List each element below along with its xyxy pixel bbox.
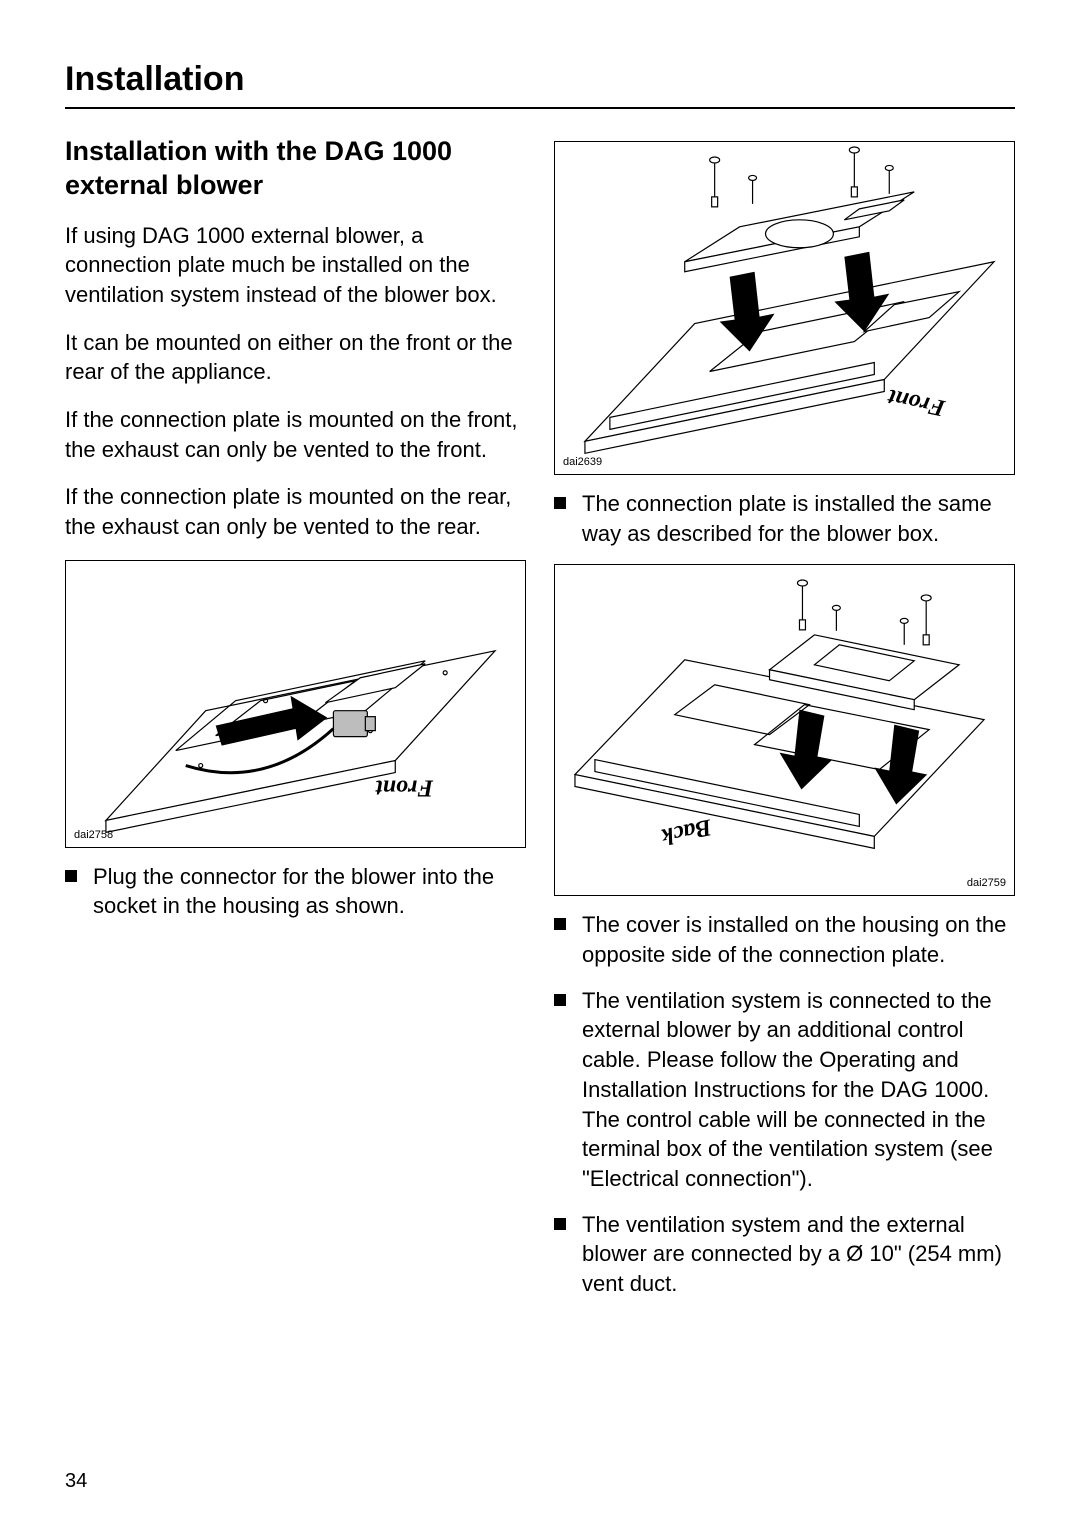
diagram-cover-back: Back — [555, 565, 1014, 896]
figure-label: Front — [375, 774, 435, 800]
section-subheading: Installation with the DAG 1000 external … — [65, 135, 526, 203]
figure-caption: dai2758 — [74, 829, 113, 841]
diagram-connection-plate-front: Front — [555, 142, 1014, 475]
list-item: The cover is installed on the housing on… — [554, 910, 1015, 969]
bullet-list: The cover is installed on the housing on… — [554, 910, 1015, 1298]
bullet-list: Plug the connector for the blower into t… — [65, 862, 526, 921]
right-column: Front dai2639 The connection plate is in… — [554, 135, 1015, 1315]
figure-dai2639: Front dai2639 — [554, 141, 1015, 475]
bullet-list: The connection plate is installed the sa… — [554, 489, 1015, 548]
figure-dai2759: Back dai2759 — [554, 564, 1015, 896]
paragraph: If the connection plate is mounted on th… — [65, 405, 526, 464]
figure-label: Front — [885, 383, 949, 421]
paragraph: If the connection plate is mounted on th… — [65, 482, 526, 541]
figure-caption: dai2759 — [967, 877, 1006, 889]
page-title: Installation — [65, 60, 1015, 99]
list-item: The connection plate is installed the sa… — [554, 489, 1015, 548]
figure-dai2758: Front dai2758 — [65, 560, 526, 848]
page-number: 34 — [65, 1470, 87, 1493]
figure-label: Back — [659, 814, 715, 850]
page: Installation Installation with the DAG 1… — [0, 0, 1080, 1529]
list-item: Plug the connector for the blower into t… — [65, 862, 526, 921]
title-rule — [65, 107, 1015, 109]
left-column: Installation with the DAG 1000 external … — [65, 135, 526, 1315]
paragraph: It can be mounted on either on the front… — [65, 328, 526, 387]
two-column-layout: Installation with the DAG 1000 external … — [65, 135, 1015, 1315]
list-item: The ventilation system is connected to t… — [554, 986, 1015, 1194]
figure-caption: dai2639 — [563, 456, 602, 468]
diagram-connector-front: Front — [66, 561, 525, 848]
list-item: The ventilation system and the external … — [554, 1210, 1015, 1299]
paragraph: If using DAG 1000 external blower, a con… — [65, 221, 526, 310]
